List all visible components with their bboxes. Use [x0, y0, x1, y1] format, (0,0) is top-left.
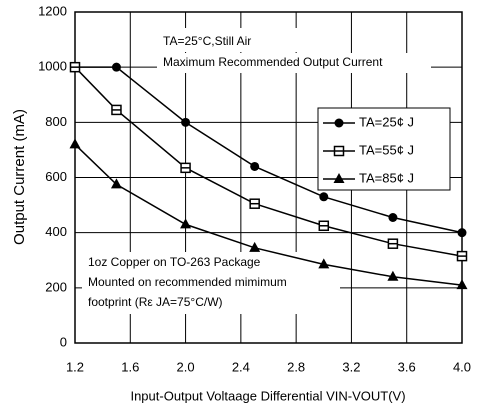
- legend-label: TA=55¢ J: [359, 142, 414, 157]
- annotation-bg: [157, 53, 431, 73]
- annotation: footprint (Rε JA=75°C/W): [88, 295, 223, 309]
- x-tick-label: 4.0: [453, 359, 471, 374]
- y-tick-label: 1200: [38, 3, 67, 18]
- annotation-bg: [82, 252, 340, 314]
- data-point: [181, 117, 191, 127]
- annotation: Maximum Recommended Output Current: [163, 55, 383, 69]
- y-tick-label: 600: [45, 169, 67, 184]
- x-axis-label: Input-Output Voltaage Differential VIN-V…: [130, 388, 405, 403]
- x-tick-label: 1.2: [66, 359, 84, 374]
- y-tick-label: 800: [45, 114, 67, 129]
- data-point: [319, 192, 329, 202]
- x-tick-label: 1.6: [121, 359, 139, 374]
- x-tick-label: 3.6: [398, 359, 416, 374]
- legend-marker: [333, 173, 345, 183]
- legend-marker: [334, 118, 344, 128]
- y-tick-label: 200: [45, 279, 67, 294]
- data-point: [456, 279, 468, 290]
- y-tick-label: 1000: [38, 59, 67, 74]
- annotation: Mounted on recommended mimimum: [88, 275, 287, 289]
- x-tick-label: 3.2: [342, 359, 360, 374]
- x-tick-label: 2.0: [177, 359, 195, 374]
- data-point: [110, 178, 122, 189]
- data-point: [249, 241, 261, 252]
- plot-frame: [74, 11, 463, 344]
- y-axis-label: Output Current (mA): [11, 109, 28, 245]
- data-point: [318, 258, 330, 269]
- annotation-bg: [158, 28, 308, 52]
- data-point: [111, 62, 121, 72]
- data-point: [388, 212, 398, 222]
- data-point: [69, 138, 81, 149]
- y-tick-label: 400: [45, 224, 67, 239]
- data-point: [457, 228, 467, 238]
- data-point: [180, 218, 192, 229]
- annotation: TA=25°C,Still Air: [163, 34, 251, 48]
- data-point: [250, 161, 260, 171]
- legend-label: TA=85¢ J: [359, 170, 414, 185]
- x-tick-label: 2.4: [232, 359, 250, 374]
- data-point: [387, 270, 399, 281]
- x-tick-label: 2.8: [287, 359, 305, 374]
- annotation: 1oz Copper on TO-263 Package: [88, 255, 261, 269]
- legend-label: TA=25¢ J: [359, 114, 414, 129]
- y-tick-label: 0: [60, 334, 67, 349]
